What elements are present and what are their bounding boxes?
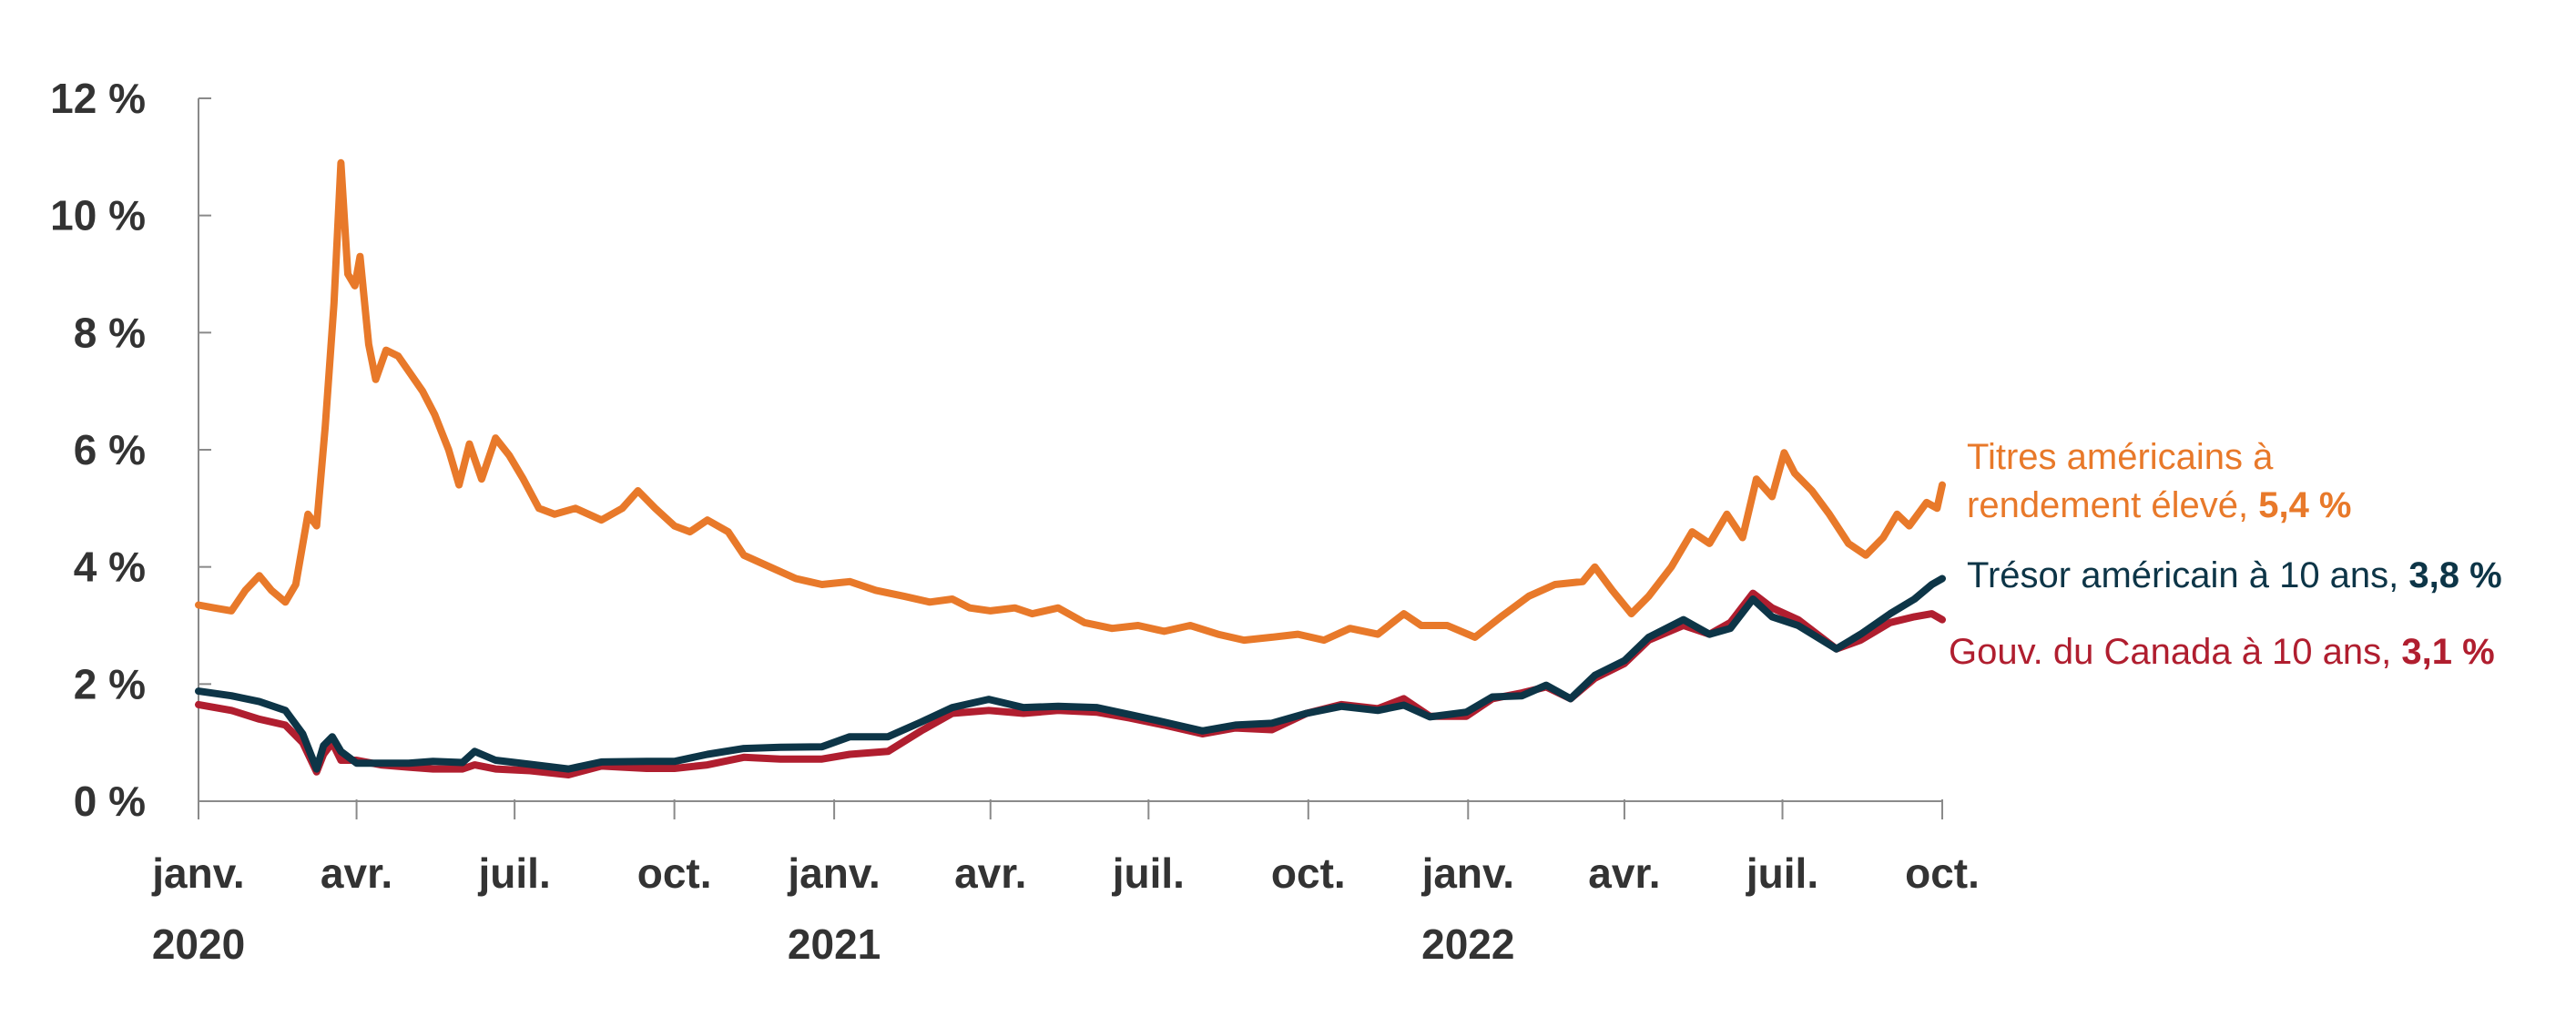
- x-tick-label: avr.: [1588, 849, 1660, 897]
- y-axis: 0 % 2 % 4 % 6 % 8 % 10 % 12 %: [50, 75, 211, 825]
- y-tick-label: 2 %: [74, 660, 146, 707]
- x-tick-label: oct.: [637, 849, 712, 897]
- x-tick-label: oct.: [1271, 849, 1346, 897]
- series-layer: [195, 158, 1946, 778]
- series-value-high-yield: 5,4 %: [2258, 485, 2351, 525]
- series-line-1: [195, 575, 1946, 773]
- x-tick-label: juil.: [1746, 849, 1818, 897]
- x-tick-label: avr.: [321, 849, 392, 897]
- x-tick-year-label: 2022: [1421, 920, 1514, 968]
- x-tick-year-label: 2020: [152, 920, 245, 968]
- series-value-us-treasury: 3,8 %: [2408, 555, 2501, 595]
- series-value-canada: 3,1 %: [2401, 632, 2494, 672]
- y-tick-label: 4 %: [74, 544, 146, 591]
- x-tick-label: janv.: [151, 849, 244, 897]
- series-label-us-treasury: Trésor américain à 10 ans, 3,8 %: [1967, 555, 2502, 595]
- y-tick-label: 0 %: [74, 778, 146, 825]
- series-label-high-yield-line2: rendement élevé, 5,4 %: [1967, 485, 2352, 525]
- y-tick-label: 12 %: [50, 75, 146, 122]
- series-labels: Titres américains à rendement élevé, 5,4 …: [1949, 437, 2502, 672]
- x-tick-label: janv.: [1421, 849, 1514, 897]
- x-tick-label: juil.: [1112, 849, 1185, 897]
- y-tick-label: 6 %: [74, 426, 146, 473]
- x-tick-label: janv.: [787, 849, 880, 897]
- series-line-0: [195, 158, 1946, 645]
- series-label-canada: Gouv. du Canada à 10 ans, 3,1 %: [1949, 632, 2495, 672]
- x-tick-label: juil.: [478, 849, 551, 897]
- y-tick-label: 8 %: [74, 309, 146, 356]
- y-tick-label: 10 %: [50, 192, 146, 239]
- series-label-high-yield: Titres américains à: [1967, 437, 2274, 477]
- x-tick-label: avr.: [954, 849, 1026, 897]
- x-tick-year-label: 2021: [788, 920, 881, 968]
- x-tick-label: oct.: [1905, 849, 1980, 897]
- x-axis: janv. 2020 avr. juil. oct. janv. 2021 avr. juil.…: [151, 799, 1980, 968]
